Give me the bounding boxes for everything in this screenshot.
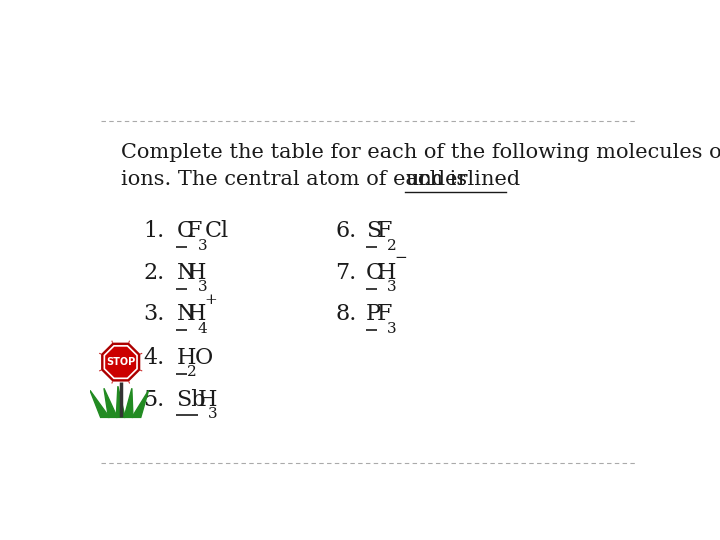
Polygon shape bbox=[124, 388, 133, 417]
Text: 3: 3 bbox=[208, 407, 217, 421]
Text: H: H bbox=[377, 262, 396, 284]
Text: Complete the table for each of the following molecules or: Complete the table for each of the follo… bbox=[121, 143, 720, 161]
Text: 3: 3 bbox=[387, 322, 397, 336]
Text: STOP: STOP bbox=[106, 357, 135, 367]
Text: F: F bbox=[377, 303, 392, 325]
Text: Cl: Cl bbox=[204, 220, 229, 242]
Text: 5.: 5. bbox=[143, 388, 164, 410]
Text: 4.: 4. bbox=[143, 347, 164, 369]
Text: N: N bbox=[176, 303, 196, 325]
Text: 2: 2 bbox=[387, 239, 397, 253]
Polygon shape bbox=[90, 390, 109, 417]
Text: 7.: 7. bbox=[336, 262, 357, 284]
Text: underlined: underlined bbox=[405, 170, 521, 188]
Text: H: H bbox=[176, 347, 196, 369]
Polygon shape bbox=[132, 390, 148, 417]
Text: C: C bbox=[176, 220, 194, 242]
Text: H: H bbox=[187, 262, 207, 284]
Text: 2: 2 bbox=[187, 366, 197, 380]
Polygon shape bbox=[102, 343, 139, 381]
Text: 2.: 2. bbox=[143, 262, 164, 284]
Text: 3: 3 bbox=[197, 239, 207, 253]
Text: Sb: Sb bbox=[176, 388, 206, 410]
Text: 1.: 1. bbox=[143, 220, 164, 242]
Text: F: F bbox=[377, 220, 392, 242]
Text: ions. The central atom of each is: ions. The central atom of each is bbox=[121, 170, 474, 188]
Text: 3.: 3. bbox=[143, 303, 164, 325]
Text: 8.: 8. bbox=[336, 303, 357, 325]
Text: S: S bbox=[366, 220, 382, 242]
Text: H: H bbox=[197, 388, 217, 410]
Text: +: + bbox=[204, 293, 217, 307]
Text: 3: 3 bbox=[197, 280, 207, 294]
Text: 3: 3 bbox=[387, 280, 397, 294]
Text: F: F bbox=[187, 220, 202, 242]
Text: −: − bbox=[395, 251, 408, 265]
Text: O: O bbox=[194, 347, 212, 369]
Text: 4: 4 bbox=[197, 322, 207, 336]
Polygon shape bbox=[116, 386, 125, 417]
Text: N: N bbox=[176, 262, 196, 284]
Text: C: C bbox=[366, 262, 383, 284]
Text: 6.: 6. bbox=[336, 220, 357, 242]
Polygon shape bbox=[104, 388, 117, 417]
Text: P: P bbox=[366, 303, 381, 325]
Text: H: H bbox=[187, 303, 207, 325]
